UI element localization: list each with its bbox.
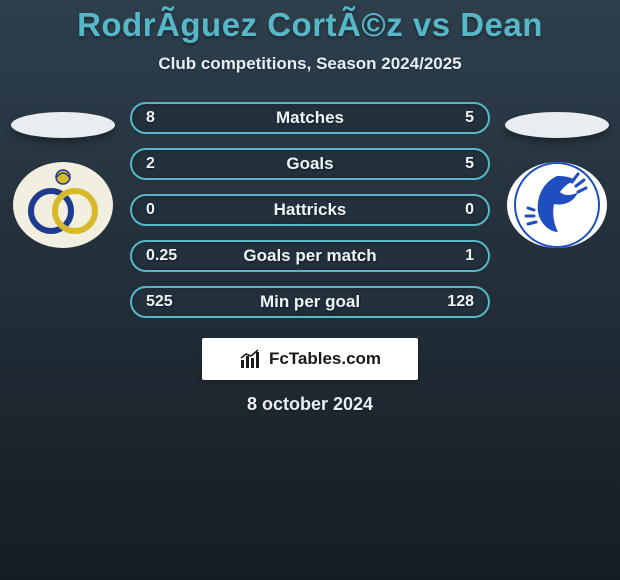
stat-row: 0 Hattricks 0 [130,194,490,226]
stat-left-value: 0.25 [146,247,177,265]
stat-label: Hattricks [274,200,347,220]
stat-row: 2 Goals 5 [130,148,490,180]
stats-rows: 8 Matches 5 2 Goals 5 0 Hattricks 0 0.25 Goals per… [130,102,490,318]
team-right-crest-icon [514,162,600,248]
page-title: RodrÃ­guez CortÃ©z vs Dean [0,0,620,44]
stat-right-value: 1 [465,247,474,265]
stat-label: Matches [276,108,344,128]
brand-chart-icon [239,348,261,370]
comparison-card: RodrÃ­guez CortÃ©z vs Dean Club competit… [0,0,620,580]
stat-left-value: 2 [146,155,155,173]
stat-left-value: 525 [146,293,173,311]
stat-left-value: 0 [146,201,155,219]
stat-right-value: 5 [465,109,474,127]
team-left-crest [13,162,113,248]
stat-right-value: 5 [465,155,474,173]
player-left-placeholder [11,112,115,138]
stat-row: 8 Matches 5 [130,102,490,134]
subtitle: Club competitions, Season 2024/2025 [0,54,620,74]
stat-row: 525 Min per goal 128 [130,286,490,318]
stat-label: Goals per match [243,246,376,266]
player-left-column [8,112,118,248]
stat-label: Min per goal [260,292,360,312]
stat-left-value: 8 [146,109,155,127]
player-right-placeholder [505,112,609,138]
player-right-column [502,112,612,248]
brand-badge[interactable]: FcTables.com [202,338,418,380]
stat-right-value: 128 [447,293,474,311]
team-right-crest [507,162,607,248]
team-left-crest-icon [23,165,103,245]
stat-label: Goals [286,154,333,174]
date: 8 october 2024 [0,394,620,415]
stat-right-value: 0 [465,201,474,219]
brand-text: FcTables.com [269,349,381,369]
stat-row: 0.25 Goals per match 1 [130,240,490,272]
